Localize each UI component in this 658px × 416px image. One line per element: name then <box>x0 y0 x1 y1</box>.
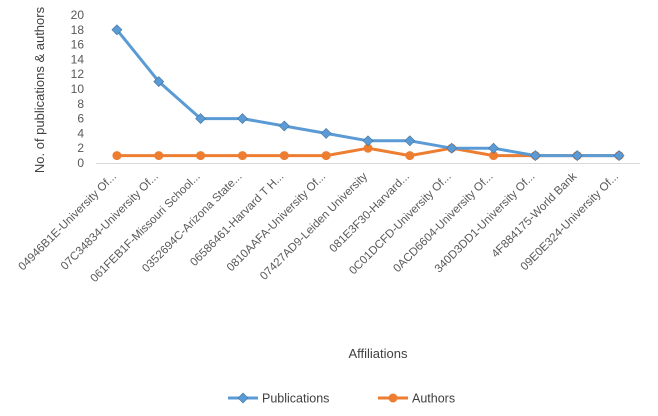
y-tick-label: 16 <box>71 38 85 52</box>
publications-point <box>362 135 374 147</box>
authors-point <box>279 151 289 161</box>
y-tick-label: 0 <box>77 156 84 170</box>
legend-item-publications: Publications <box>228 392 329 406</box>
x-axis: 04946B1E-University Of...07C34834-Univer… <box>17 163 640 285</box>
y-tick-label: 6 <box>77 112 84 126</box>
legend-marker <box>388 393 398 403</box>
authors-point <box>405 151 415 161</box>
authors-point <box>321 151 331 161</box>
y-tick-label: 18 <box>71 23 85 37</box>
y-tick-label: 14 <box>71 52 85 66</box>
publications-point <box>446 142 458 154</box>
authors-point <box>112 151 122 161</box>
publications-point <box>111 24 123 36</box>
legend-label: Publications <box>262 392 329 406</box>
authors-point <box>154 151 164 161</box>
legend-label: Authors <box>412 392 455 406</box>
authors-point <box>196 151 206 161</box>
legend-marker <box>237 392 249 404</box>
y-tick-label: 4 <box>77 126 84 140</box>
publications-point <box>320 127 332 139</box>
authors-point <box>363 143 373 153</box>
x-tick-label: 081E3F30-Harvard... <box>328 171 412 255</box>
y-axis-title: No. of publications & authors <box>32 6 47 173</box>
y-tick-label: 12 <box>71 67 85 81</box>
publications-point <box>529 150 541 162</box>
legend: Publications Authors <box>228 392 455 406</box>
legend-item-authors: Authors <box>378 392 455 406</box>
y-tick-label: 20 <box>71 8 85 22</box>
authors-point <box>237 151 247 161</box>
x-tick-label: 4F884175-World Bank <box>490 170 580 260</box>
publications-point <box>278 120 290 132</box>
publications-point <box>153 76 165 88</box>
publications-point <box>488 142 499 154</box>
publications-point <box>571 150 583 162</box>
series-publications <box>111 24 625 162</box>
publications-point <box>404 135 416 147</box>
publications-point <box>195 113 207 125</box>
x-axis-title: Affiliations <box>348 346 408 361</box>
publications-point <box>613 150 625 162</box>
y-tick-label: 10 <box>71 82 85 96</box>
authors-point <box>489 151 499 161</box>
series-layer <box>111 24 625 162</box>
y-tick-label: 8 <box>77 97 84 111</box>
publications-point <box>237 113 248 125</box>
y-tick-label: 2 <box>77 141 84 155</box>
